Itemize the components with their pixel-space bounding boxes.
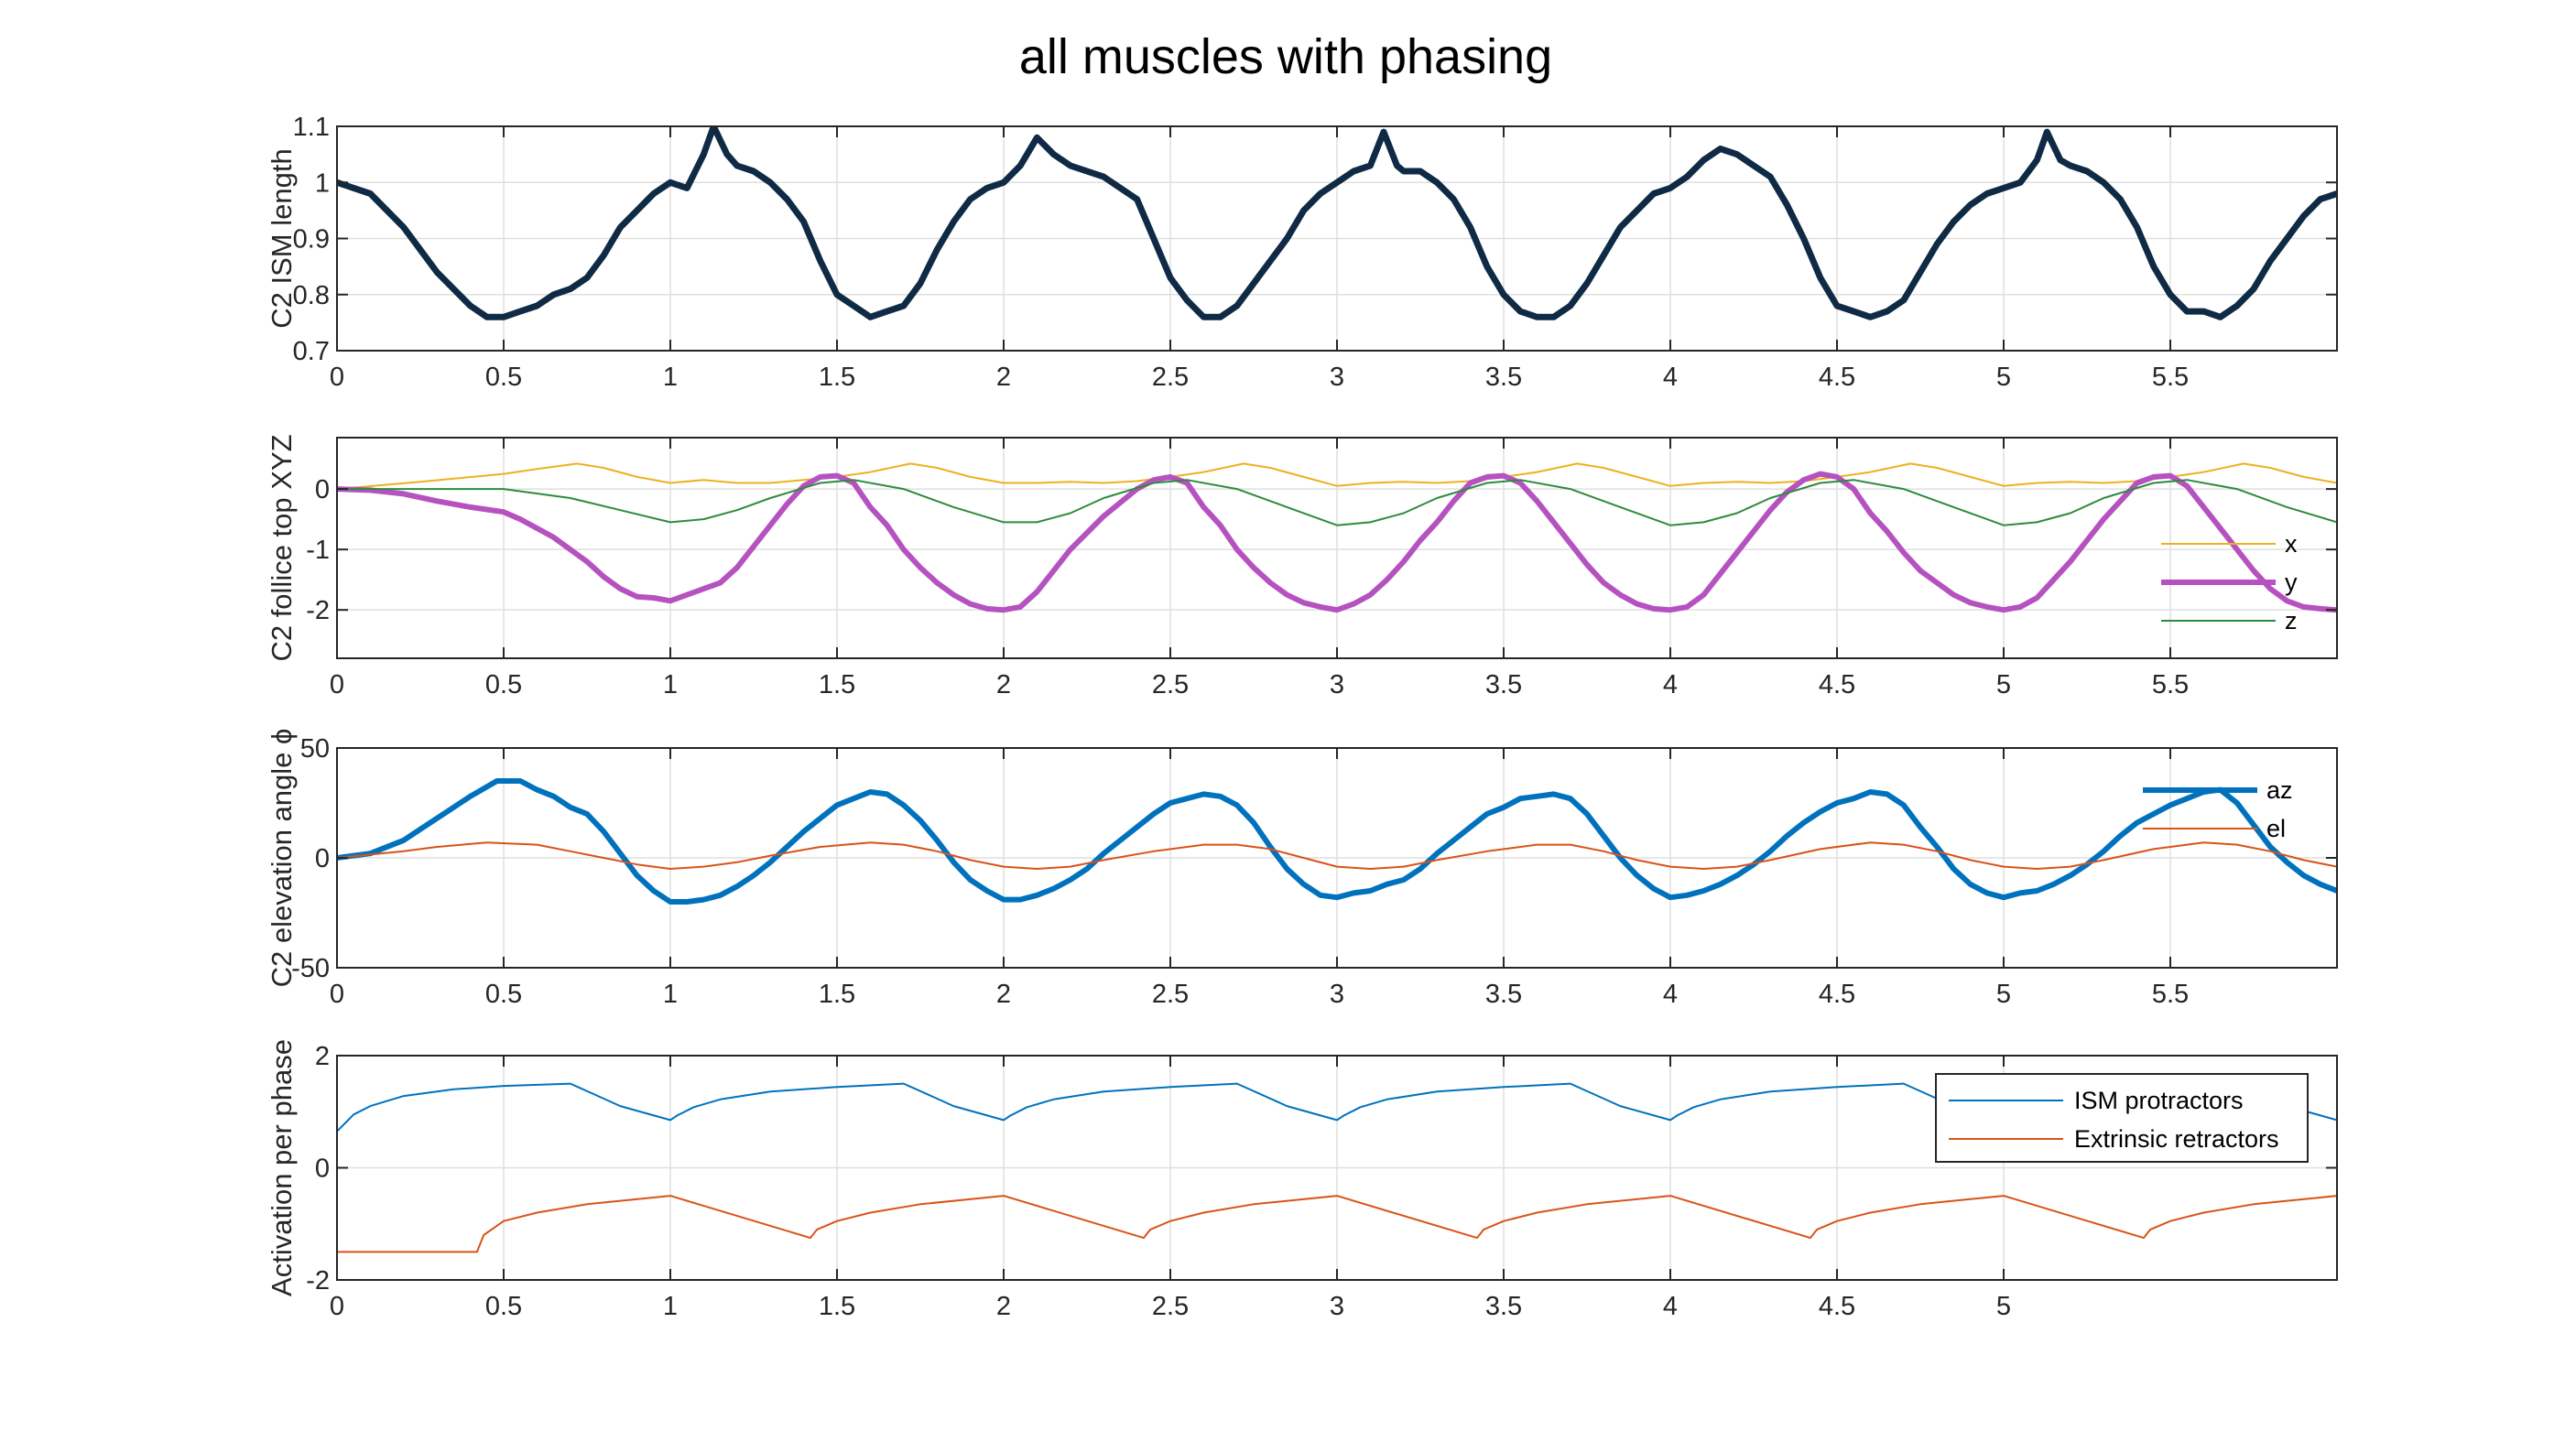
axes-panel-2: 0 0.5 1 1.5 2 2.5 3 3.5 4 4.5 5 5.5 -2 -1 0 C2 follice … [266, 434, 2338, 699]
y-tick-label: 0.7 [293, 337, 330, 366]
y-tick-label: 2 [315, 1042, 330, 1071]
series-line-el [337, 841, 2337, 870]
series-line-extrinsic-retractors [337, 1195, 2337, 1253]
x-tick-label: 2 [996, 980, 1011, 1009]
y-tick-label: -50 [291, 954, 330, 983]
y-tick-label: 0 [315, 475, 330, 504]
x-tick-label: 1 [663, 670, 678, 699]
x-tick-label: 2.5 [1152, 363, 1189, 392]
legend: ISM protractors Extrinsic retractors [1935, 1073, 2309, 1163]
x-tick-label: 2 [996, 363, 1011, 392]
y-axis-label: Activation per phase [266, 1039, 298, 1296]
y-tick-label: 50 [300, 734, 330, 764]
x-tick-label: 3.5 [1485, 670, 1522, 699]
x-tick-label: 4.5 [1819, 980, 1855, 1009]
x-tick-label: 2.5 [1152, 670, 1189, 699]
figure-title: all muscles with phasing [1019, 29, 1552, 84]
x-tick-label: 0.5 [485, 980, 522, 1009]
x-tick-label: 2 [996, 1292, 1011, 1321]
x-tick-label: 4 [1663, 670, 1678, 699]
x-tick-label: 2.5 [1152, 980, 1189, 1009]
series-line-x [337, 462, 2337, 491]
x-tick-label: 2 [996, 670, 1011, 699]
y-axis-label: C2 elevation angle ϕ [266, 729, 298, 988]
x-tick-label: 2.5 [1152, 1292, 1189, 1321]
legend-box [1935, 1073, 2309, 1163]
y-tick-label: -2 [306, 1266, 330, 1295]
series-line-y [337, 471, 2337, 613]
x-tick-label: 5 [1996, 670, 2011, 699]
x-tick-label: 3 [1330, 980, 1344, 1009]
x-tick-label: 4.5 [1819, 670, 1855, 699]
x-tick-label: 3 [1330, 670, 1344, 699]
x-tick-label: 3 [1330, 1292, 1344, 1321]
x-tick-label: 5.5 [2152, 670, 2189, 699]
x-tick-label: 0 [330, 1292, 344, 1321]
y-axis-label: C2 ISM length [266, 148, 298, 328]
legend-label: y [2285, 569, 2298, 596]
y-tick-label: 1.1 [293, 113, 330, 142]
x-tick-label: 0.5 [485, 363, 522, 392]
x-tick-label: 1.5 [819, 980, 855, 1009]
y-axis-label: C2 follice top XYZ [266, 434, 298, 661]
y-tick-label: 1 [315, 168, 330, 198]
series-group [337, 462, 2337, 613]
x-tick-label: 1.5 [819, 1292, 855, 1321]
x-tick-label: 4 [1663, 980, 1678, 1009]
x-tick-label: 1 [663, 1292, 678, 1321]
y-tick-label: 0.9 [293, 225, 330, 255]
x-tick-label: 1.5 [819, 670, 855, 699]
legend: xyz [2161, 530, 2298, 634]
x-tick-label: 3.5 [1485, 363, 1522, 392]
x-tick-label: 0 [330, 980, 344, 1009]
x-tick-label: 5.5 [2152, 363, 2189, 392]
legend-label: x [2285, 530, 2298, 558]
x-tick-label: 1 [663, 363, 678, 392]
x-tick-label: 3.5 [1485, 980, 1522, 1009]
legend-label: Extrinsic retractors [2074, 1125, 2279, 1153]
legend: az el [2143, 776, 2293, 842]
series-line-z [337, 479, 2337, 526]
x-tick-label: 5 [1996, 980, 2011, 1009]
x-tick-label: 4.5 [1819, 363, 1855, 392]
x-tick-label: 0.5 [485, 1292, 522, 1321]
legend-label: az [2266, 776, 2293, 804]
x-tick-label: 5.5 [2152, 980, 2189, 1009]
axes-panel-1: 0 0.5 1 1.5 2 2.5 3 3.5 4 4.5 5 5.5 0.7 0.8 0.9 1 1.1 C2 … [266, 113, 2338, 392]
axes-layer: 0 0.5 1 1.5 2 2.5 3 3.5 4 4.5 5 5.5 0.7 0.8 0.9 1 1.1 C2 … [266, 113, 2338, 1321]
series-group [337, 778, 2337, 905]
x-tick-label: 1.5 [819, 363, 855, 392]
x-tick-label: 3 [1330, 363, 1344, 392]
x-tick-label: 4 [1663, 363, 1678, 392]
legend-label: z [2285, 607, 2298, 634]
legend-label: ISM protractors [2074, 1087, 2244, 1114]
x-tick-label: 1 [663, 980, 678, 1009]
x-tick-label: 0.5 [485, 670, 522, 699]
x-tick-label: 0 [330, 670, 344, 699]
x-tick-label: 0 [330, 363, 344, 392]
y-tick-label: 0 [315, 1155, 330, 1184]
y-tick-label: -1 [306, 536, 330, 565]
y-tick-label: 0.8 [293, 281, 330, 310]
x-tick-label: 3.5 [1485, 1292, 1522, 1321]
x-tick-label: 5 [1996, 363, 2011, 392]
x-tick-label: 5 [1996, 1292, 2011, 1321]
legend-label: el [2266, 815, 2286, 842]
y-tick-label: 0 [315, 844, 330, 873]
series-group [337, 126, 2337, 320]
y-tick-label: -2 [306, 596, 330, 625]
series-line-az [337, 778, 2337, 905]
x-tick-label: 4.5 [1819, 1292, 1855, 1321]
series-line-1 [337, 126, 2337, 320]
x-tick-label: 4 [1663, 1292, 1678, 1321]
